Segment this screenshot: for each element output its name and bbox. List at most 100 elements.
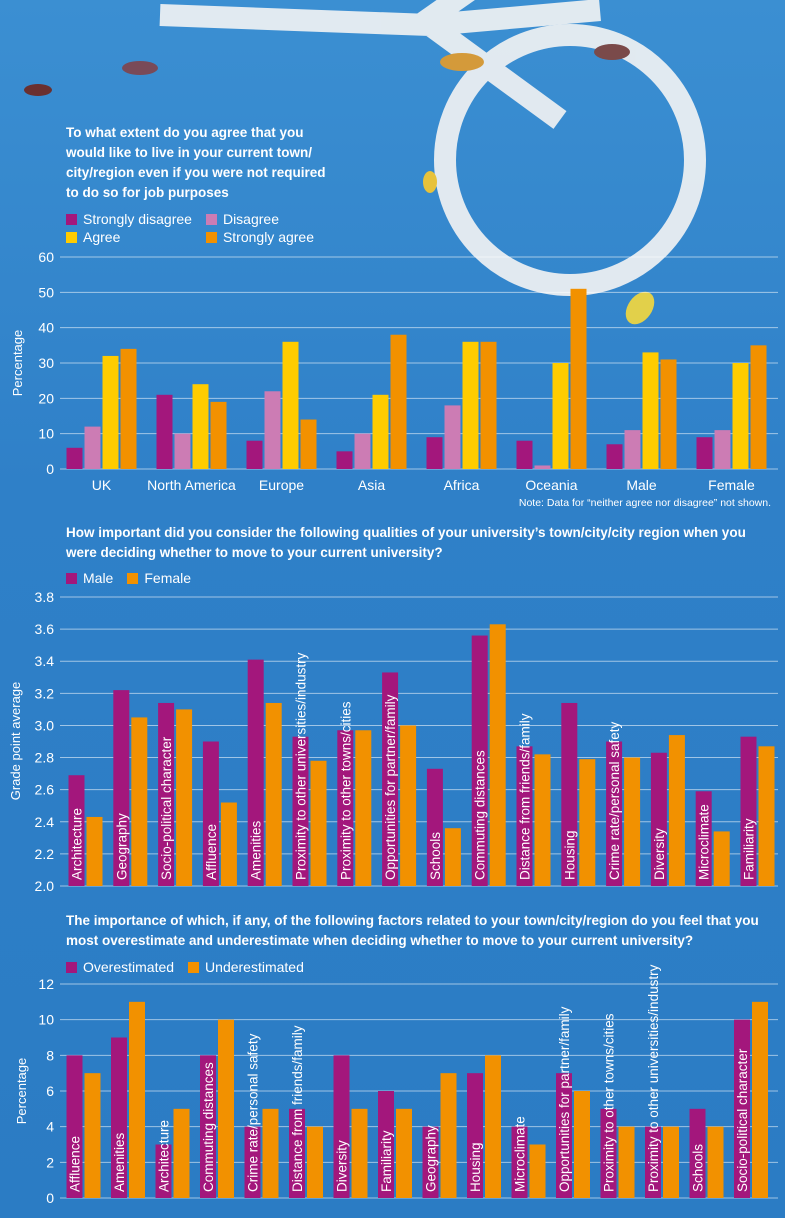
x-category-label: Opportunities for partner/family — [383, 694, 398, 880]
x-category-label: Familiarity — [379, 1130, 394, 1192]
legend-swatch — [66, 231, 77, 243]
bar-agree — [372, 394, 389, 469]
bar-female — [489, 624, 506, 886]
x-category-label: Crime rate/personal safety — [246, 1033, 261, 1192]
y-tick-label: 2.0 — [35, 878, 55, 894]
bar-male — [695, 791, 712, 886]
x-category-label: Proximity to other towns/cities — [338, 701, 353, 880]
chart1-legend: Strongly disagree Disagree Agree Strongly a… — [66, 211, 314, 245]
bar-disagree — [624, 430, 641, 469]
bar-female — [400, 725, 417, 886]
bar-underestimated — [84, 1073, 101, 1198]
y-tick-label: 3.2 — [35, 685, 55, 701]
bar-male — [650, 752, 667, 886]
bar-overestimated — [155, 1144, 172, 1198]
chart3-legend: Overestimated Underestimated — [66, 959, 304, 975]
y-tick-label: 30 — [38, 355, 54, 371]
bar-strongly-disagree — [246, 440, 263, 469]
bar-disagree — [84, 426, 101, 469]
legend-label: Disagree — [222, 211, 279, 227]
bar-male — [740, 736, 757, 886]
bar-underestimated — [618, 1126, 635, 1198]
x-category-label: Schools — [428, 832, 443, 880]
bar-overestimated — [378, 1091, 394, 1198]
y-tick-label: 60 — [38, 249, 54, 265]
bar-agree — [192, 384, 209, 469]
bar-underestimated — [307, 1126, 323, 1198]
legend-swatch — [127, 572, 139, 584]
bar-male — [202, 741, 219, 886]
x-category-label: Diversity — [335, 1140, 350, 1192]
bar-strongly-agree — [480, 341, 497, 469]
y-tick-label: 4 — [46, 1119, 54, 1135]
legend-label: Overestimated — [83, 959, 175, 975]
x-category-label: Geography — [114, 813, 129, 880]
bar-female — [220, 802, 237, 886]
bar-disagree — [444, 405, 461, 469]
bar-agree — [282, 341, 299, 469]
bar-underestimated — [440, 1073, 457, 1198]
bar-female — [758, 746, 775, 886]
y-axis-label: Percentage — [10, 330, 25, 397]
x-category-label: Proximity to other universities/industry — [646, 964, 661, 1192]
x-category-label: Microclimate — [513, 1116, 528, 1192]
y-tick-label: 0 — [46, 1190, 54, 1206]
bar-underestimated — [129, 1001, 145, 1198]
x-category-label: Microclimate — [697, 804, 712, 880]
bar-strongly-agree — [660, 359, 677, 469]
bar-male — [247, 659, 264, 886]
x-category-label: Crime rate/personal safety — [607, 721, 622, 880]
leaf-icon — [122, 61, 158, 75]
bar-strongly-disagree — [606, 444, 623, 469]
bar-overestimated — [645, 1126, 661, 1198]
bar-disagree — [534, 465, 551, 469]
legend-swatch — [66, 572, 77, 584]
bar-overestimated — [289, 1108, 305, 1198]
bar-overestimated — [556, 1073, 572, 1198]
x-category-label: Architecture — [157, 1120, 172, 1192]
bar-male — [382, 672, 399, 886]
x-category-label: Asia — [358, 477, 385, 493]
y-axis-label: Grade point average — [8, 682, 23, 801]
legend-label: Strongly agree — [222, 229, 315, 245]
y-tick-label: 2.2 — [35, 846, 55, 862]
x-category-label: Familiarity — [742, 818, 757, 880]
x-category-label: Europe — [259, 477, 304, 493]
legend-label: Agree — [83, 229, 121, 245]
x-category-label: Africa — [444, 477, 480, 493]
bar-strongly-disagree — [156, 394, 173, 469]
chart1-note: Note: Data for “neither agree nor disagr… — [518, 497, 771, 509]
chart2-title: How important did you consider the follo… — [66, 525, 746, 560]
legend-item: Strongly disagree — [66, 211, 192, 227]
x-category-label: Opportunities for partner/family — [557, 1006, 572, 1192]
bar-strongly-disagree — [66, 447, 83, 469]
chart3: 0 2 4 6 8 10 12 Percentage Affluence Amenities Arc… — [14, 964, 778, 1206]
x-category-label: Amenities — [249, 820, 264, 880]
x-category-label: Diversity — [652, 828, 667, 880]
y-tick-label: 12 — [38, 976, 54, 992]
bar-strongly-agree — [570, 288, 587, 469]
bar-underestimated — [218, 1019, 234, 1198]
bar-strongly-agree — [120, 348, 137, 469]
bar-female — [668, 735, 685, 886]
bar-strongly-agree — [750, 345, 767, 469]
y-tick-label: 2.4 — [35, 814, 55, 830]
bar-underestimated — [351, 1108, 368, 1198]
bar-male — [561, 702, 578, 886]
bar-strongly-disagree — [426, 437, 443, 469]
chart3-title: The importance of which, if any, of the … — [66, 913, 759, 948]
bar-female — [444, 828, 461, 886]
chart1: 0 10 20 30 40 50 60 Percentage UK North America Eu… — [10, 249, 778, 493]
x-category-label: Commuting distances — [201, 1062, 216, 1192]
y-tick-label: 2.8 — [35, 750, 55, 766]
bar-male — [158, 702, 175, 886]
chart2: 2.0 2.2 2.4 2.6 2.8 3.0 3.2 3.4 3.6 3.8 Grade poin… — [8, 589, 778, 894]
x-category-label: Affluence — [204, 824, 219, 880]
y-tick-label: 10 — [38, 426, 54, 442]
bar-underestimated — [396, 1108, 412, 1198]
bar-male — [471, 635, 488, 886]
x-category-label: UK — [92, 477, 112, 493]
legend-label: Male — [83, 570, 114, 586]
bar-strongly-disagree — [696, 437, 713, 469]
x-category-label: Commuting distances — [473, 750, 488, 880]
